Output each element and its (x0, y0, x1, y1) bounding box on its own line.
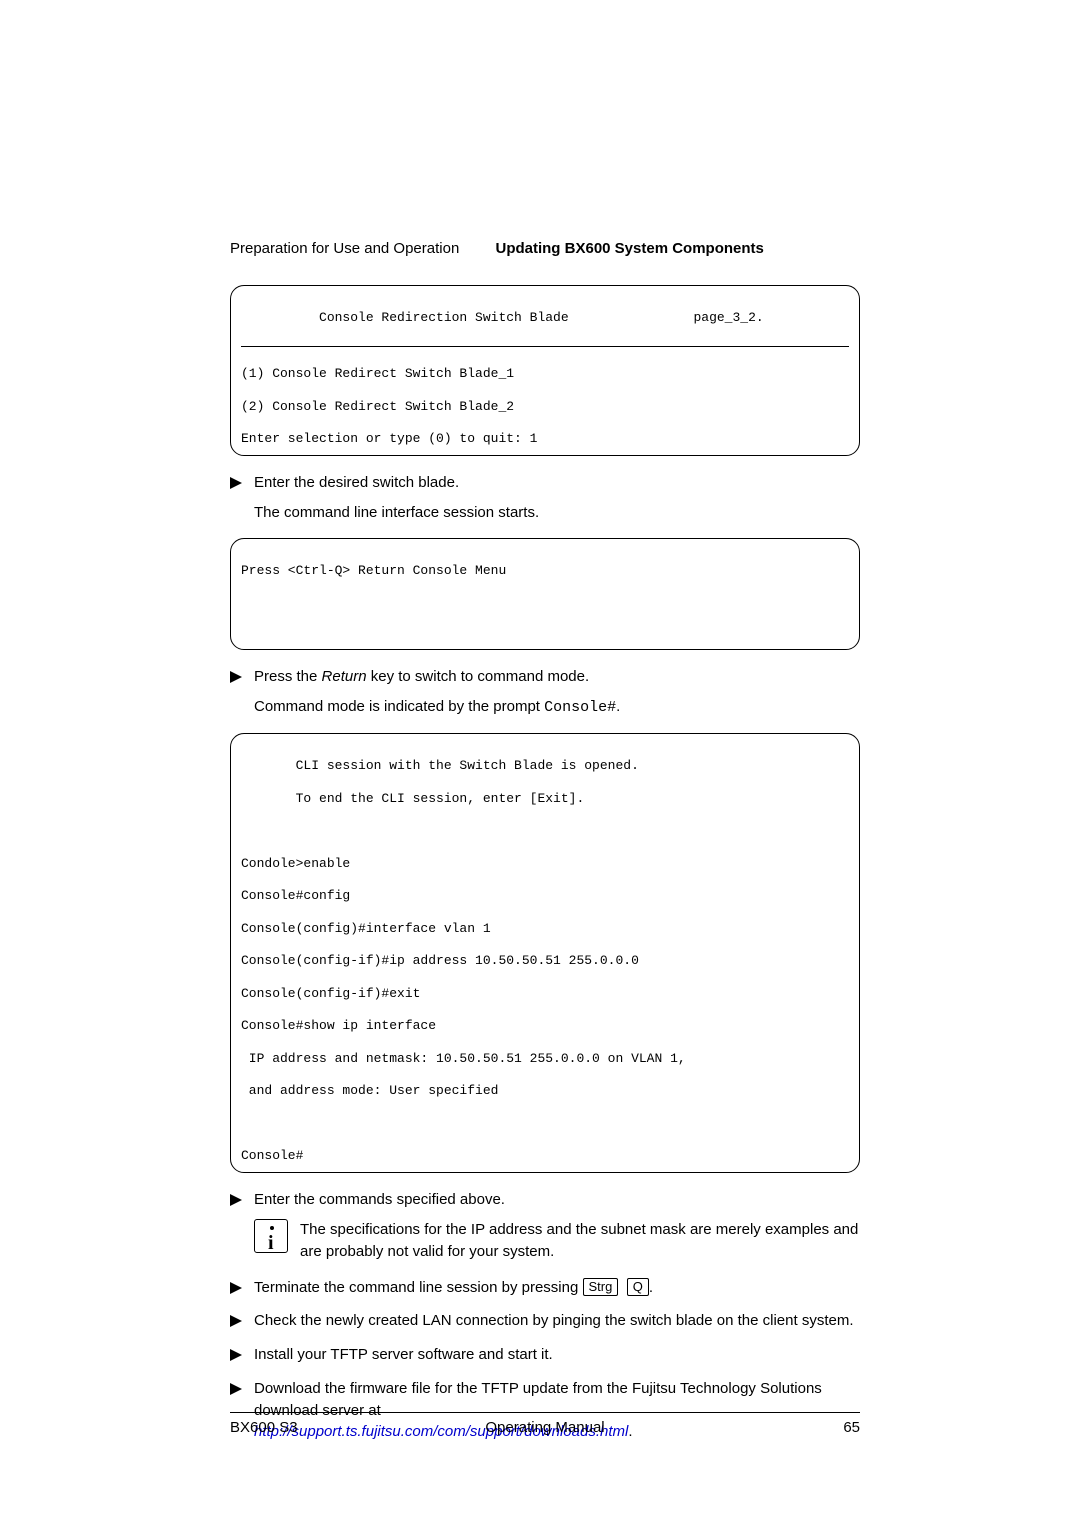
step-text: Enter the commands specified above. (254, 1189, 505, 1211)
bullet-arrow-icon (230, 472, 254, 489)
page-footer: BX600 S3 Operating Manual 65 (230, 1412, 860, 1436)
step-text: Enter the desired switch blade. (254, 472, 459, 494)
text-fragment: Terminate the command line session by pr… (254, 1279, 583, 1296)
code-line: and address mode: User specified (241, 1083, 498, 1098)
prompt-code: Console# (544, 699, 616, 716)
bullet-arrow-icon (230, 1378, 254, 1395)
step-check-lan: Check the newly created LAN connection b… (230, 1310, 860, 1332)
code-line: Press <Ctrl-Q> Return Console Menu (241, 563, 506, 578)
text-fragment: . (649, 1279, 653, 1296)
bullet-arrow-icon (230, 1189, 254, 1206)
step-install-tftp: Install your TFTP server software and st… (230, 1344, 860, 1366)
bullet-arrow-icon (230, 666, 254, 683)
step-subtext: Command mode is indicated by the prompt … (254, 696, 860, 719)
header-right: Updating BX600 System Components (495, 240, 763, 257)
code-line: (1) Console Redirect Switch Blade_1 (241, 366, 514, 381)
info-text: The specifications for the IP address an… (300, 1219, 860, 1263)
text-fragment: Command mode is indicated by the prompt (254, 698, 544, 715)
code-box-console-redirection: Console Redirection Switch Blade page_3_… (230, 285, 860, 456)
info-icon: i (254, 1219, 288, 1253)
text-fragment: key to switch to command mode. (367, 668, 590, 685)
info-icon-stem: i (268, 1233, 274, 1253)
code-line: Console#show ip interface (241, 1018, 436, 1033)
code-line: To end the CLI session, enter [Exit]. (241, 791, 584, 806)
step-subtext: The command line interface session start… (254, 502, 860, 524)
info-icon-dot (270, 1226, 274, 1230)
step-text: Install your TFTP server software and st… (254, 1344, 553, 1366)
header-left: Preparation for Use and Operation (230, 240, 459, 257)
step-text: Check the newly created LAN connection b… (254, 1310, 854, 1332)
code-line: Console(config)#interface vlan 1 (241, 921, 491, 936)
code-line: IP address and netmask: 10.50.50.51 255.… (241, 1051, 686, 1066)
code-box-cli-session: CLI session with the Switch Blade is ope… (230, 733, 860, 1174)
step-text: Terminate the command line session by pr… (254, 1277, 653, 1299)
code-line: Console(config-if)#exit (241, 986, 420, 1001)
code-line: Console Redirection Switch Blade page_3_… (241, 310, 764, 325)
step-press-return: Press the Return key to switch to comman… (230, 666, 860, 688)
code-line: Console(config-if)#ip address 10.50.50.5… (241, 953, 639, 968)
key-name-italic: Return (322, 668, 367, 685)
text-fragment: Press the (254, 668, 322, 685)
code-line: Condole>enable (241, 856, 350, 871)
code-line: Console# (241, 1148, 303, 1163)
step-enter-commands: Enter the commands specified above. (230, 1189, 860, 1211)
text-fragment: . (616, 698, 620, 715)
step-terminate-session: Terminate the command line session by pr… (230, 1277, 860, 1299)
code-line: Enter selection or type (0) to quit: 1 (241, 431, 537, 446)
keycap-strg: Strg (583, 1278, 619, 1297)
step-enter-switch-blade: Enter the desired switch blade. (230, 472, 860, 494)
info-note: i The specifications for the IP address … (254, 1219, 860, 1263)
step-text: Press the Return key to switch to comman… (254, 666, 589, 688)
bullet-arrow-icon (230, 1310, 254, 1327)
page-header: Preparation for Use and Operation Updati… (230, 240, 860, 257)
code-line: (2) Console Redirect Switch Blade_2 (241, 399, 514, 414)
code-box-return-menu: Press <Ctrl-Q> Return Console Menu (230, 538, 860, 651)
keycap-q: Q (627, 1278, 649, 1297)
code-line: CLI session with the Switch Blade is ope… (241, 758, 639, 773)
code-line: Console#config (241, 888, 350, 903)
code-divider (241, 346, 849, 347)
bullet-arrow-icon (230, 1277, 254, 1294)
footer-center: Operating Manual (230, 1419, 860, 1436)
bullet-arrow-icon (230, 1344, 254, 1361)
